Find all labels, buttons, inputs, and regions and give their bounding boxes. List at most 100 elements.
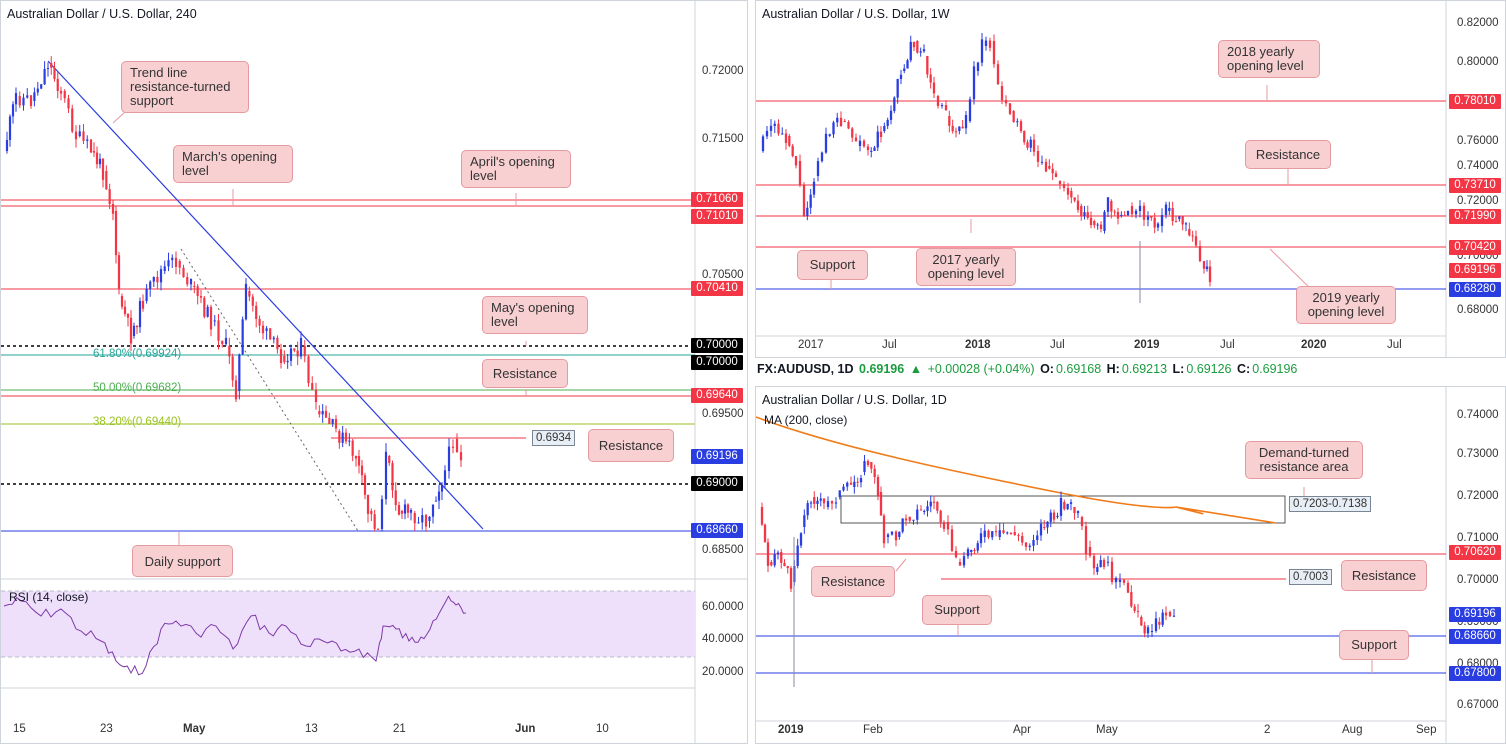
candle [849,482,853,485]
candle [802,185,806,216]
candle [1146,216,1150,220]
candle [809,194,812,208]
chart-panel-weekly[interactable]: Australian Dollar / U.S. Dollar, 1W 0.82… [755,0,1506,358]
candle [966,549,970,557]
candle [1048,166,1051,169]
candle [870,462,873,469]
rsi-tick: 60.0000 [702,601,744,613]
candle [1049,512,1052,522]
candle [788,136,791,146]
candle [893,97,896,111]
candle [138,300,142,328]
chart-panel-4h[interactable]: Australian Dollar / U.S. Dollar, 240 RSI… [0,0,748,744]
candle [314,389,318,403]
candle [873,147,876,151]
candle [1126,211,1130,216]
candle [360,465,364,476]
candle [241,319,244,355]
candle [998,530,1001,537]
candle [209,306,213,330]
candle [1066,188,1070,195]
candle [951,125,954,132]
candle [1054,173,1058,177]
candle [289,348,293,361]
candle [98,158,102,165]
candle [1150,216,1153,218]
level-tag: 0.70000 [691,355,743,370]
candle [1073,507,1076,514]
chart-weekly-canvas[interactable] [756,1,1506,358]
candle [984,40,988,46]
annotation-2019-open: 2019 yearly opening level [1296,286,1396,324]
candle [803,515,806,527]
candle [92,151,96,153]
candle [1113,211,1116,213]
time-tick: May [183,723,206,735]
candle [816,500,819,504]
demand-resistance-box [840,495,1286,524]
candle [1172,615,1176,617]
candle [1062,184,1066,189]
price-tick: 0.71000 [1457,532,1499,544]
price-tick: 0.72000 [1457,195,1499,207]
level-tag: 0.70620 [1449,545,1501,560]
candle [1164,204,1168,216]
candle [919,51,922,53]
candle [866,461,870,465]
current-price-tag: 0.69196 [1449,263,1501,278]
time-tick: Jun [515,723,536,735]
candle [1016,121,1019,123]
price-tick: 0.76000 [1457,135,1499,147]
candle [1181,216,1184,225]
candle [1106,561,1110,563]
annotation-demand-resistance-area: Demand-turned resistance area [1245,441,1363,479]
annotation-support: Support [922,595,992,625]
candle [1096,224,1099,226]
candle [348,440,351,442]
candle [203,297,206,317]
candle [862,140,866,147]
candle [912,41,916,48]
candle [1102,560,1106,568]
candle [384,451,388,500]
candle [858,140,862,146]
candle [980,39,984,63]
candle [221,340,224,345]
candle [174,257,178,267]
candle [904,518,908,521]
candle [909,41,912,61]
candle [976,62,980,71]
candle [796,545,799,566]
chart-4h-canvas[interactable] [1,1,748,744]
price-change: +0.00028 (+0.04%) [927,362,1035,376]
chart-panel-daily[interactable]: Australian Dollar / U.S. Dollar, 1D MA (… [755,386,1506,744]
annotation-2017-open: 2017 yearly opening level [916,248,1016,286]
candle [976,543,979,551]
chart-title: Australian Dollar / U.S. Dollar, 1W [762,7,950,21]
candle [248,291,251,297]
candle [879,131,883,137]
candle [156,276,159,283]
candle [1154,618,1158,632]
candle [286,360,289,363]
candle [922,49,926,52]
candle [366,494,370,514]
candle [781,133,784,135]
candle [206,306,209,317]
candle [111,203,115,214]
candle [820,152,824,162]
candle [1136,610,1140,612]
chart-daily-canvas[interactable] [756,387,1506,744]
candle [36,88,39,93]
candle [830,501,834,504]
candle [193,286,196,287]
annotation-resistance: Resistance [482,359,568,388]
candle [856,481,859,483]
candle [29,95,33,107]
price-tick: 0.72000 [1457,490,1499,502]
last-price: 0.69196 [859,362,905,376]
candle [1153,217,1156,228]
candle [455,439,459,453]
candle [780,552,783,563]
candle [318,411,321,415]
